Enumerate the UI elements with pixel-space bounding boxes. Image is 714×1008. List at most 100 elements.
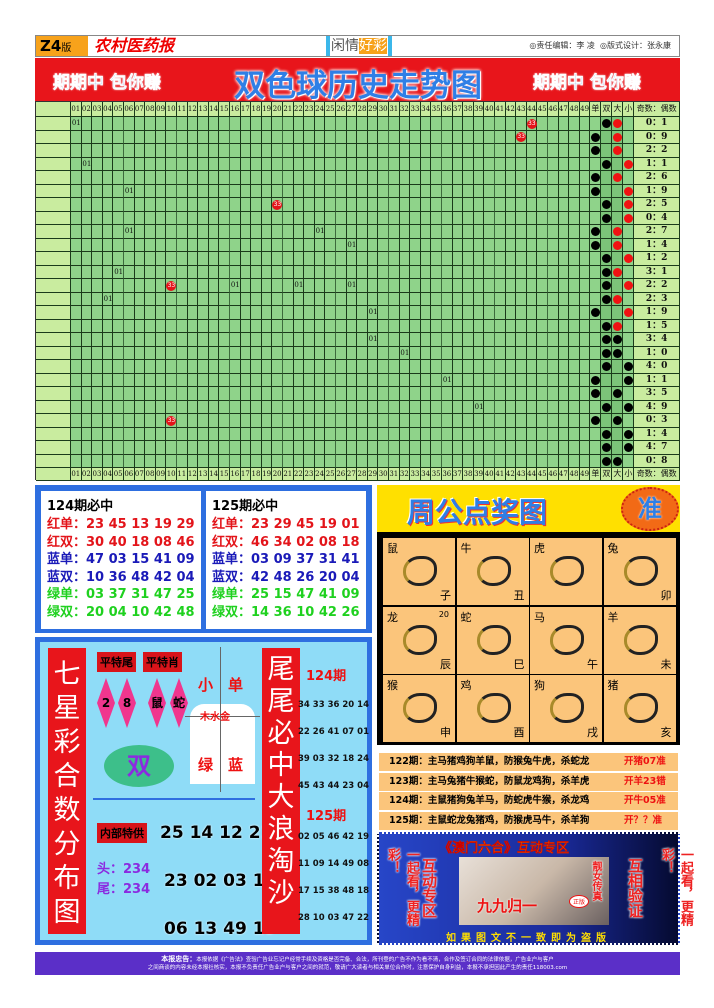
grid-cell xyxy=(134,292,146,306)
right-header: 奇数：偶数 xyxy=(634,468,680,481)
indicator-cell xyxy=(601,184,613,198)
grid-cell xyxy=(134,144,146,158)
grid-cell xyxy=(102,387,114,401)
number-mark: 01 xyxy=(347,240,357,249)
grid-cell xyxy=(325,441,336,455)
grid-cell xyxy=(81,387,93,401)
column-header: 24 xyxy=(314,468,326,481)
pick-line: 红单：23 45 13 19 29 xyxy=(47,516,195,534)
grid-cell xyxy=(420,441,432,455)
indicator-cell xyxy=(601,144,613,158)
indicator-cell xyxy=(590,211,602,225)
ad-photo-logo: 九九归一 xyxy=(477,897,538,915)
grid-cell xyxy=(219,198,230,212)
indicator-cell xyxy=(590,292,602,306)
grid-cell xyxy=(325,252,336,266)
grid-cell xyxy=(71,225,82,239)
column-header: 29 xyxy=(367,102,379,117)
grid-cell xyxy=(230,454,241,468)
grid-cell xyxy=(293,427,305,441)
grid-cell xyxy=(357,373,368,387)
grid-cell xyxy=(134,130,146,144)
grid-cell xyxy=(177,387,188,401)
grid-cell xyxy=(357,306,368,320)
grid-cell xyxy=(293,414,305,428)
grid-cell xyxy=(389,265,400,279)
grid-cell xyxy=(283,117,294,131)
grid-cell xyxy=(155,265,167,279)
grid-cell xyxy=(124,319,135,333)
interactive-zone-ad[interactable]: 《澳门六合》互动专区 一起看，更精彩！ 互动专区 靓女传真 九九归一 正版 互相… xyxy=(377,832,693,945)
grid-cell xyxy=(325,238,336,252)
grid-cell xyxy=(516,414,527,428)
grid-cell xyxy=(81,171,93,185)
grid-cell xyxy=(240,157,252,171)
grid-cell xyxy=(198,157,209,171)
indicator-cell xyxy=(623,306,635,320)
grid-cell xyxy=(558,225,570,239)
grid-cell xyxy=(166,306,177,320)
grid-cell xyxy=(314,454,326,468)
column-header: 25 xyxy=(325,102,336,117)
grid-cell xyxy=(92,157,103,171)
grid-cell xyxy=(187,333,199,347)
grid-cell xyxy=(505,360,517,374)
grid-cell xyxy=(272,319,283,333)
ad-photo-badge: 正版 xyxy=(569,895,590,908)
grid-cell xyxy=(208,225,220,239)
grid-cell xyxy=(251,225,262,239)
grid-cell xyxy=(71,306,82,320)
grid-cell xyxy=(389,117,400,131)
column-header: 26 xyxy=(336,468,347,481)
grid-cell xyxy=(293,346,305,360)
grid-cell xyxy=(484,265,495,279)
grid-cell xyxy=(166,427,177,441)
grid-cell xyxy=(325,400,336,414)
zodiac-cell-10: 狗戌 xyxy=(530,675,602,742)
number-mark: 01 xyxy=(474,402,484,411)
grid-cell xyxy=(187,184,199,198)
grid-cell xyxy=(516,427,527,441)
small-label: 小 xyxy=(198,676,214,694)
grid-cell xyxy=(240,414,252,428)
row-label-cell xyxy=(36,387,71,401)
divider xyxy=(93,798,255,800)
grid-cell xyxy=(145,319,156,333)
grid-cell xyxy=(102,225,114,239)
grid-cell xyxy=(230,373,241,387)
grid-cell xyxy=(261,265,273,279)
grid-cell xyxy=(336,144,347,158)
grid-cell xyxy=(367,387,379,401)
grid-cell xyxy=(516,306,527,320)
column-header: 18 xyxy=(251,102,262,117)
grid-cell xyxy=(367,346,379,360)
indicator-cell xyxy=(623,211,635,225)
grid-cell xyxy=(452,265,464,279)
grid-cell xyxy=(357,211,368,225)
grid-cell xyxy=(367,171,379,185)
indicator-cell xyxy=(623,238,635,252)
grid-cell xyxy=(134,454,146,468)
grid-cell xyxy=(336,441,347,455)
grid-cell xyxy=(442,292,453,306)
grid-cell xyxy=(569,171,580,185)
grid-cell xyxy=(155,454,167,468)
grid-cell xyxy=(569,184,580,198)
row-label-cell xyxy=(36,306,71,320)
grid-cell xyxy=(198,211,209,225)
pick-label: 绿单： xyxy=(47,587,87,602)
grid-cell xyxy=(293,333,305,347)
pick-label: 蓝双： xyxy=(47,569,87,585)
column-header: 42 xyxy=(505,468,517,481)
grid-cell xyxy=(526,400,538,414)
grid-cell xyxy=(378,144,389,158)
indicator-cell xyxy=(590,225,602,239)
grid-cell xyxy=(304,279,315,293)
black-dot-icon xyxy=(602,159,612,169)
grid-cell xyxy=(505,171,517,185)
grid-cell xyxy=(399,319,411,333)
grid-cell xyxy=(155,400,167,414)
prediction-list: 122期：主马猪鸡狗羊鼠，防猴兔牛虎，杀蛇龙 开猪07准 123期：主马兔猪牛猴蛇，… xyxy=(377,750,680,832)
single-label: 单 xyxy=(228,676,244,694)
grid-cell xyxy=(92,252,103,266)
